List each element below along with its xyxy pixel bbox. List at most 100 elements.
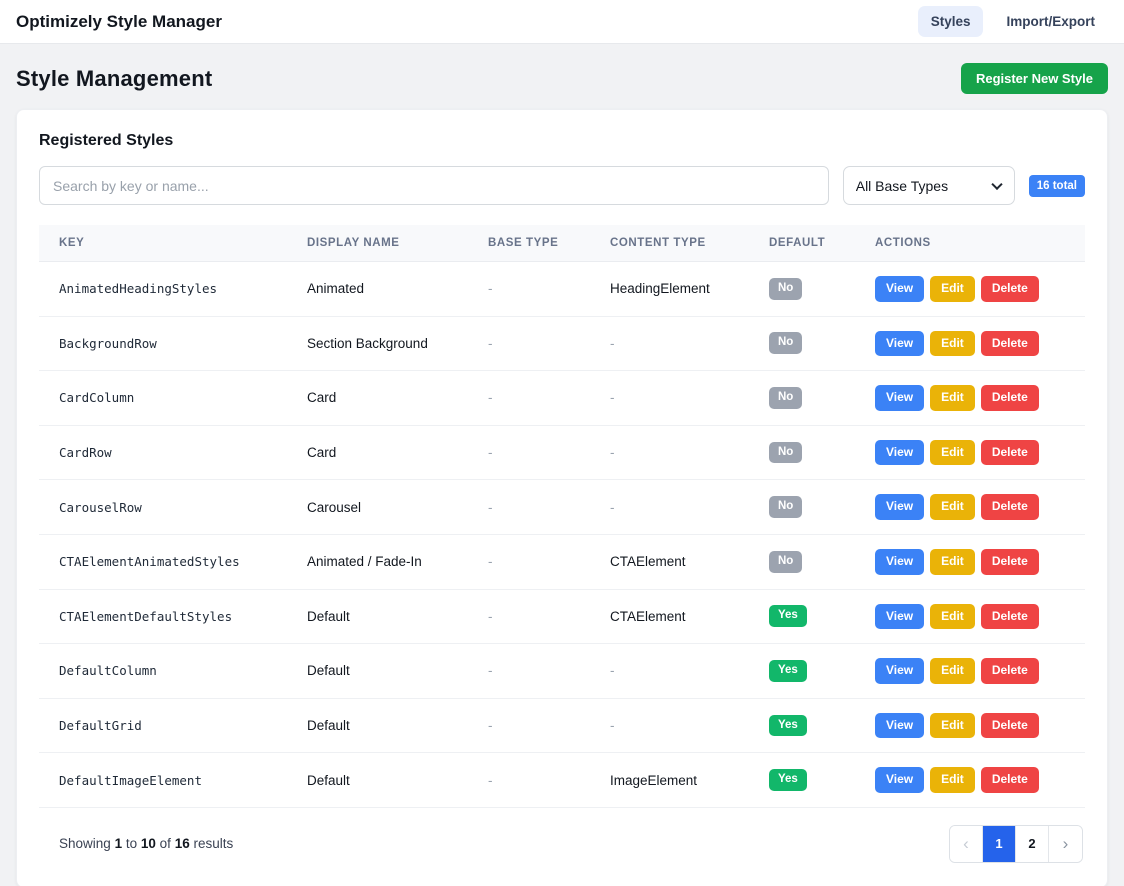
actions-cell: View Edit Delete — [855, 752, 1085, 808]
search-input[interactable] — [39, 166, 829, 205]
default-cell: No — [749, 370, 855, 426]
style-content-type: - — [590, 316, 749, 372]
style-key: CTAElementAnimatedStyles — [39, 534, 287, 590]
table-row: CTAElementDefaultStyles Default - CTAElemen… — [39, 589, 1085, 645]
main-content: Style Management Register New Style Regi… — [0, 44, 1124, 886]
default-cell: Yes — [749, 698, 855, 754]
view-button[interactable]: View — [875, 276, 925, 302]
style-base-type: - — [468, 589, 590, 645]
style-key: AnimatedHeadingStyles — [39, 261, 287, 317]
top-navbar: Optimizely Style Manager Styles Import/E… — [0, 0, 1124, 44]
edit-button[interactable]: Edit — [930, 712, 975, 739]
style-content-type: HeadingElement — [590, 261, 749, 317]
default-cell: No — [749, 479, 855, 535]
edit-button[interactable]: Edit — [930, 276, 975, 302]
summary-from: 1 — [114, 836, 123, 852]
delete-button[interactable]: Delete — [980, 330, 1039, 357]
style-content-type: - — [590, 643, 749, 699]
view-button[interactable]: View — [875, 439, 925, 466]
app-title: Optimizely Style Manager — [16, 11, 222, 31]
navbar-tabs: Styles Import/Export — [917, 6, 1108, 37]
style-content-type: - — [590, 698, 749, 754]
style-display-name: Default — [287, 589, 468, 645]
default-badge: No — [769, 496, 803, 519]
table-row: DefaultColumn Default - - Yes View Edit Delete — [39, 643, 1085, 699]
delete-button[interactable]: Delete — [980, 603, 1039, 630]
style-base-type: - — [468, 425, 590, 481]
pagination-prev-button[interactable]: ‹ — [950, 825, 983, 862]
view-button[interactable]: View — [875, 548, 925, 575]
table-controls: All Base Types 16 total — [39, 166, 1085, 205]
base-type-filter-select[interactable]: All Base Types — [842, 166, 1015, 205]
default-badge: Yes — [769, 769, 807, 792]
delete-button[interactable]: Delete — [980, 548, 1039, 575]
column-header-base-type: BASE TYPE — [468, 225, 590, 262]
column-header-content-type: CONTENT TYPE — [590, 225, 749, 262]
delete-button[interactable]: Delete — [980, 276, 1039, 302]
default-cell: No — [749, 425, 855, 481]
style-base-type: - — [468, 643, 590, 699]
view-button[interactable]: View — [875, 712, 925, 739]
style-display-name: Default — [287, 752, 468, 808]
results-summary: Showing 1 to 10 of 16 results — [59, 836, 233, 851]
summary-word: Showing — [59, 836, 111, 852]
page-title: Style Management — [16, 65, 213, 91]
default-badge: Yes — [769, 660, 807, 682]
default-badge: No — [769, 441, 803, 464]
edit-button[interactable]: Edit — [930, 385, 975, 411]
base-type-filter-wrap: All Base Types — [842, 166, 1015, 205]
view-button[interactable]: View — [875, 658, 925, 684]
table-header-row: KEY DISPLAY NAME BASE TYPE CONTENT TYPE … — [39, 225, 1085, 262]
actions-cell: View Edit Delete — [855, 425, 1085, 481]
view-button[interactable]: View — [875, 385, 925, 411]
style-content-type: - — [590, 479, 749, 535]
edit-button[interactable]: Edit — [930, 548, 975, 575]
pagination-page-2[interactable]: 2 — [1016, 825, 1049, 862]
column-header-key: KEY — [39, 225, 287, 262]
table-row: AnimatedHeadingStyles Animated - HeadingEle… — [39, 261, 1085, 317]
edit-button[interactable]: Edit — [930, 330, 975, 357]
style-key: CardColumn — [39, 370, 287, 426]
actions-cell: View Edit Delete — [855, 261, 1085, 317]
register-new-style-button[interactable]: Register New Style — [960, 63, 1108, 94]
table-row: BackgroundRow Section Background - - No View E… — [39, 316, 1085, 372]
style-display-name: Card — [287, 425, 468, 481]
style-base-type: - — [468, 261, 590, 317]
pagination-next-button[interactable]: › — [1049, 825, 1082, 862]
view-button[interactable]: View — [875, 330, 925, 357]
style-content-type: ImageElement — [590, 752, 749, 808]
tab-styles[interactable]: Styles — [917, 6, 984, 37]
column-header-display-name: DISPLAY NAME — [287, 225, 468, 262]
view-button[interactable]: View — [875, 494, 925, 520]
view-button[interactable]: View — [875, 603, 925, 630]
delete-button[interactable]: Delete — [980, 494, 1039, 520]
edit-button[interactable]: Edit — [930, 658, 975, 684]
default-badge: No — [769, 277, 803, 300]
delete-button[interactable]: Delete — [980, 439, 1039, 466]
delete-button[interactable]: Delete — [980, 767, 1039, 793]
style-display-name: Carousel — [287, 479, 468, 535]
total-count-badge: 16 total — [1028, 174, 1085, 197]
style-base-type: - — [468, 370, 590, 426]
edit-button[interactable]: Edit — [930, 603, 975, 630]
pagination: ‹ 1 2 › — [949, 824, 1083, 863]
style-display-name: Animated — [287, 261, 468, 317]
edit-button[interactable]: Edit — [930, 767, 975, 793]
edit-button[interactable]: Edit — [930, 494, 975, 520]
delete-button[interactable]: Delete — [980, 658, 1039, 684]
table-row: CTAElementAnimatedStyles Animated / Fade-… — [39, 534, 1085, 590]
edit-button[interactable]: Edit — [930, 439, 975, 466]
pagination-page-1[interactable]: 1 — [983, 825, 1016, 862]
actions-cell: View Edit Delete — [855, 698, 1085, 754]
style-base-type: - — [468, 698, 590, 754]
default-cell: Yes — [749, 589, 855, 645]
column-header-default: DEFAULT — [749, 225, 855, 262]
styles-table: KEY DISPLAY NAME BASE TYPE CONTENT TYPE … — [39, 225, 1085, 808]
tab-import-export[interactable]: Import/Export — [993, 6, 1108, 37]
delete-button[interactable]: Delete — [980, 712, 1039, 739]
style-content-type: CTAElement — [590, 589, 749, 645]
view-button[interactable]: View — [875, 767, 925, 793]
page-header: Style Management Register New Style — [16, 44, 1108, 109]
summary-to: 10 — [140, 836, 156, 852]
delete-button[interactable]: Delete — [980, 385, 1039, 411]
